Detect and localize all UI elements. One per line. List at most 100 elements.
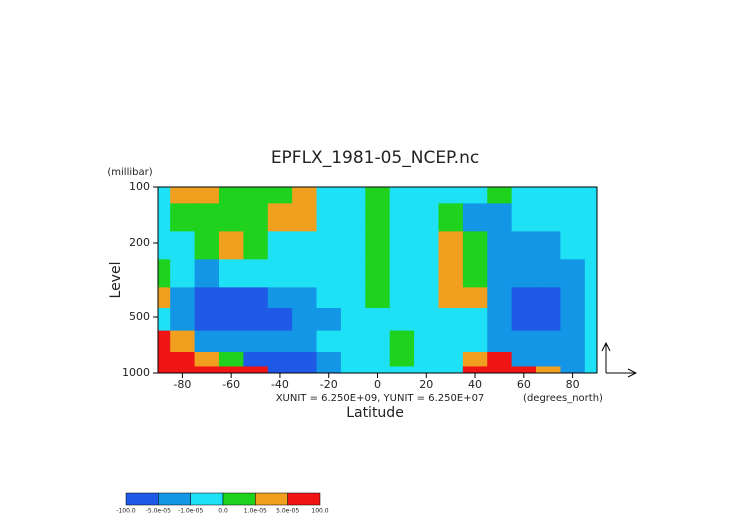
contour-cell	[414, 330, 439, 353]
contour-cell	[487, 366, 513, 374]
contour-cell	[316, 330, 342, 353]
contour-cell	[365, 187, 391, 204]
contour-cell	[243, 187, 269, 204]
reference-arrow	[601, 341, 638, 378]
contour-cell	[584, 366, 598, 374]
contour-cell	[438, 366, 464, 374]
x-tick-label: 40	[468, 378, 482, 391]
contour-cell	[365, 330, 391, 353]
contour-cell	[584, 203, 598, 232]
contour-cell	[414, 307, 439, 332]
contour-cell	[487, 307, 513, 332]
contour-cell	[340, 366, 366, 374]
contour-cell	[511, 259, 537, 288]
contour-cell	[462, 187, 488, 204]
contour-cell	[243, 352, 269, 367]
x-tick-label: -20	[320, 378, 338, 391]
colorbar-label: -100.0	[116, 508, 136, 515]
colorbar-label: -5.0e-05	[146, 508, 171, 515]
y-tick-label: 100	[129, 180, 150, 193]
contour-cell	[158, 259, 171, 288]
contour-cell	[243, 330, 269, 353]
contour-field	[158, 187, 598, 374]
contour-cell	[218, 287, 244, 309]
contour-cell	[487, 259, 513, 288]
contour-cell	[170, 287, 196, 309]
contour-cell	[194, 203, 220, 232]
contour-cell	[243, 203, 269, 232]
contour-cell	[158, 187, 171, 204]
contour-cell	[536, 352, 561, 367]
contour-cell	[584, 287, 598, 309]
y-tick-label: 1000	[122, 366, 150, 379]
contour-cell	[584, 307, 598, 332]
contour-cell	[218, 366, 244, 374]
contour-cell	[462, 203, 488, 232]
contour-cell	[170, 330, 196, 353]
contour-cell	[536, 330, 561, 353]
contour-cell	[316, 352, 342, 367]
contour-cell	[389, 330, 415, 353]
contour-cell	[487, 187, 513, 204]
colorbar-swatch	[222, 492, 256, 506]
contour-cell	[292, 330, 318, 353]
contour-cell	[292, 307, 318, 332]
colorbar-label: 5.0e-05	[276, 508, 299, 515]
y-tick-label: 500	[129, 310, 150, 323]
contour-cell	[487, 352, 513, 367]
contour-cell	[170, 187, 196, 204]
contour-cell	[389, 231, 415, 260]
contour-cell	[462, 307, 488, 332]
contour-cell	[340, 352, 366, 367]
contour-cell	[414, 352, 439, 367]
contour-cell	[462, 330, 488, 353]
contour-cell	[340, 259, 366, 288]
contour-cell	[511, 330, 537, 353]
contour-cell	[584, 259, 598, 288]
contour-cell	[194, 231, 220, 260]
contour-cell	[560, 231, 586, 260]
contour-cell	[292, 287, 318, 309]
contour-cell	[316, 203, 342, 232]
colorbar-swatch	[287, 492, 321, 506]
contour-cell	[170, 366, 196, 374]
colorbar-label: 0.0	[218, 508, 228, 515]
contour-cell	[316, 231, 342, 260]
contour-cell	[158, 330, 171, 353]
x-tick-label: 80	[566, 378, 580, 391]
contour-cell	[218, 259, 244, 288]
contour-cell	[414, 187, 439, 204]
contour-cell	[267, 187, 293, 204]
contour-cell	[340, 287, 366, 309]
contour-cell	[158, 287, 171, 309]
contour-cell	[438, 287, 464, 309]
contour-cell	[218, 231, 244, 260]
colorbar-label: 1.0e-05	[244, 508, 267, 515]
contour-cell	[292, 231, 318, 260]
contour-cell	[389, 203, 415, 232]
contour-cell	[511, 203, 537, 232]
contour-cell	[487, 330, 513, 353]
contour-cell	[511, 307, 537, 332]
contour-cell	[389, 352, 415, 367]
contour-cell	[292, 203, 318, 232]
contour-cell	[536, 187, 561, 204]
contour-cell	[194, 307, 220, 332]
contour-cell	[218, 307, 244, 332]
contour-cell	[560, 259, 586, 288]
contour-cell	[536, 259, 561, 288]
contour-cell	[292, 187, 318, 204]
contour-cell	[158, 231, 171, 260]
contour-cell	[438, 187, 464, 204]
contour-cell	[194, 287, 220, 309]
contour-cell	[340, 203, 366, 232]
contour-cell	[340, 330, 366, 353]
contour-cell	[389, 287, 415, 309]
contour-cell	[414, 259, 439, 288]
contour-cell	[438, 259, 464, 288]
contour-cell	[267, 231, 293, 260]
y-tick-label: 200	[129, 236, 150, 249]
x-unit: (degrees_north)	[523, 393, 603, 404]
contour-cell	[194, 187, 220, 204]
